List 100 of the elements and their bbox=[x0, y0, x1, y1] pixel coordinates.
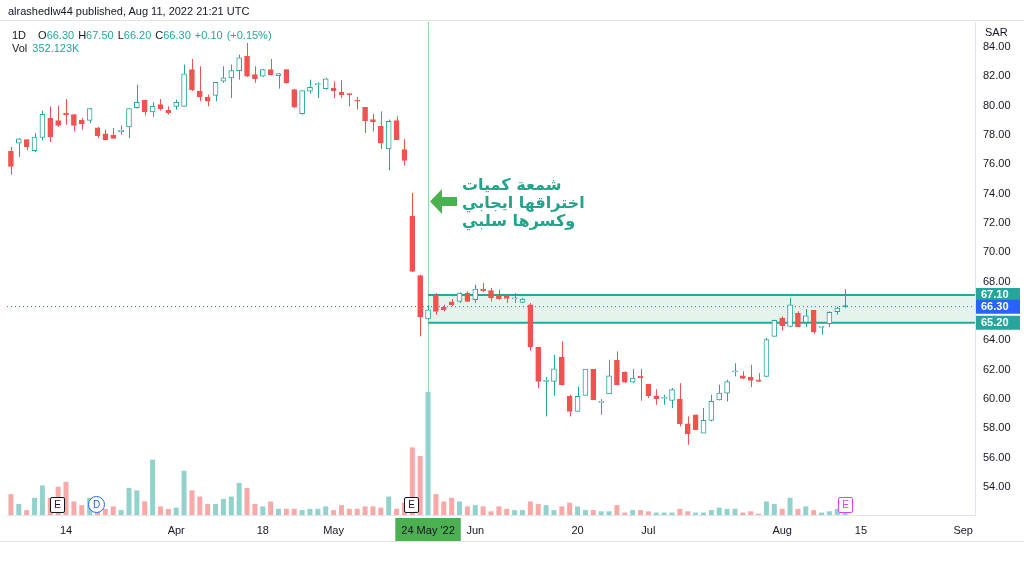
ref-line-label: 66.30 bbox=[981, 300, 1009, 313]
bar bbox=[504, 508, 510, 515]
candlestick bbox=[684, 415, 691, 446]
bar bbox=[394, 508, 400, 515]
bar bbox=[795, 508, 801, 515]
y-tick-label: 82.00 bbox=[983, 69, 1011, 82]
bar bbox=[527, 501, 533, 515]
candlestick bbox=[362, 106, 368, 134]
annotation: Vol 352.123K bbox=[12, 42, 80, 54]
bar bbox=[142, 501, 148, 515]
bar bbox=[811, 510, 817, 515]
candlestick bbox=[724, 379, 730, 402]
bar bbox=[134, 490, 140, 515]
x-tick-label: 20 bbox=[571, 523, 584, 536]
bar bbox=[362, 506, 368, 515]
bar bbox=[771, 503, 777, 515]
x-tick-label: Apr bbox=[167, 523, 186, 536]
x-tick-label: 24 May '22 bbox=[401, 523, 455, 536]
bar bbox=[228, 496, 234, 515]
bar bbox=[291, 508, 297, 515]
y-tick-label: 68.00 bbox=[983, 274, 1011, 287]
candlestick bbox=[244, 42, 250, 78]
text: 1D bbox=[12, 29, 27, 41]
bar bbox=[708, 510, 714, 515]
bar bbox=[110, 506, 116, 515]
bar bbox=[205, 503, 211, 515]
annotation: D bbox=[88, 496, 105, 513]
candlestick bbox=[55, 105, 61, 128]
candlestick bbox=[236, 54, 242, 81]
annotation: شمعة كميات اختراقها ايجابي وكسرها سلبي bbox=[462, 175, 585, 230]
bar bbox=[150, 459, 156, 515]
y-tick-label: 62.00 bbox=[983, 362, 1011, 375]
bar bbox=[433, 494, 439, 515]
bar bbox=[126, 487, 132, 515]
bar bbox=[590, 510, 596, 515]
bar bbox=[567, 502, 573, 515]
candlestick bbox=[228, 64, 235, 99]
bar bbox=[283, 508, 289, 515]
annotation: E bbox=[838, 497, 853, 513]
bar bbox=[63, 481, 69, 515]
candlestick bbox=[47, 105, 54, 143]
y-tick-label: 54.00 bbox=[983, 480, 1011, 493]
bar bbox=[449, 497, 455, 515]
x-tick-label: Aug bbox=[772, 523, 792, 536]
candlestick bbox=[126, 108, 132, 139]
bar bbox=[724, 508, 730, 515]
bar bbox=[559, 506, 565, 515]
bar bbox=[519, 510, 525, 515]
bar bbox=[323, 506, 329, 515]
candlestick bbox=[63, 98, 69, 126]
bar bbox=[763, 501, 769, 515]
bar bbox=[79, 505, 85, 515]
annotation: E bbox=[50, 497, 65, 513]
bar bbox=[307, 508, 313, 515]
bar bbox=[173, 507, 179, 515]
bar bbox=[260, 506, 266, 515]
text: O66.30 H67.50 L66.20 C66.30 +0.10 (+0.15%) bbox=[38, 29, 272, 41]
bar bbox=[197, 496, 203, 515]
bar bbox=[386, 496, 392, 515]
bar bbox=[488, 511, 494, 515]
bar bbox=[338, 505, 344, 515]
candlestick bbox=[377, 110, 384, 150]
y-tick-label: 84.00 bbox=[983, 39, 1011, 52]
bar bbox=[157, 506, 163, 515]
candlestick bbox=[677, 382, 683, 427]
annotation: E bbox=[404, 497, 419, 513]
bar bbox=[102, 508, 108, 515]
bar bbox=[417, 455, 423, 515]
y-tick-label: 70.00 bbox=[983, 245, 1011, 258]
bar bbox=[118, 510, 124, 515]
bar bbox=[244, 487, 250, 515]
y-tick-label: 58.00 bbox=[983, 421, 1011, 434]
candlestick bbox=[614, 350, 620, 386]
candlestick bbox=[747, 364, 754, 388]
y-tick-label: 72.00 bbox=[983, 216, 1011, 229]
bar bbox=[826, 511, 832, 515]
bar bbox=[331, 510, 337, 515]
y-tick-label: 78.00 bbox=[983, 128, 1011, 141]
bar bbox=[236, 483, 242, 515]
y-tick-label: 64.00 bbox=[983, 333, 1011, 346]
bar bbox=[787, 497, 793, 515]
bar bbox=[803, 506, 809, 515]
bar bbox=[779, 508, 785, 515]
bar bbox=[220, 499, 226, 515]
candlestick bbox=[196, 65, 203, 102]
bar bbox=[543, 505, 549, 515]
bar bbox=[346, 508, 352, 515]
candlestick bbox=[566, 394, 573, 417]
bar bbox=[181, 470, 187, 515]
y-tick-label: 76.00 bbox=[983, 157, 1011, 170]
bar bbox=[464, 506, 470, 515]
bar bbox=[425, 392, 431, 515]
bar bbox=[748, 511, 754, 515]
candlestick bbox=[669, 387, 675, 409]
candlestick bbox=[606, 359, 612, 395]
bar bbox=[614, 505, 620, 515]
candlestick bbox=[433, 292, 439, 316]
candlestick bbox=[543, 376, 549, 417]
bar bbox=[39, 485, 45, 515]
candlestick bbox=[8, 146, 14, 176]
